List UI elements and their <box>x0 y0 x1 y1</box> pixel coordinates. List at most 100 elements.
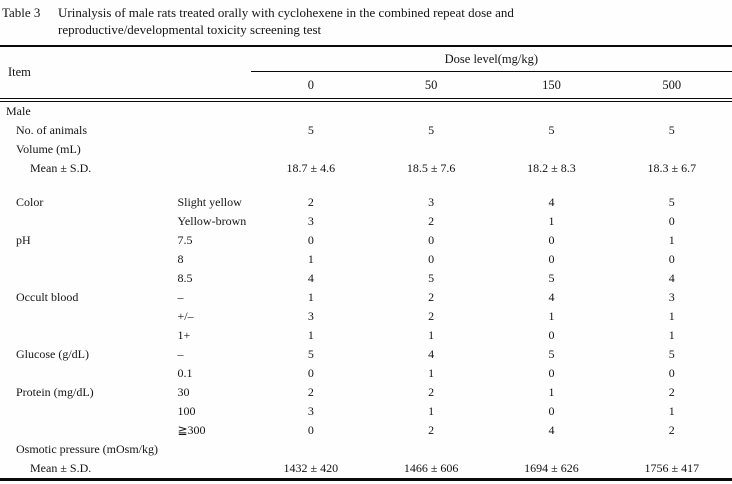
row-label: Mean ± S.D. <box>30 161 92 175</box>
cell-value: 4 <box>428 347 435 361</box>
table-row: Color Slight yellow 2 3 4 5 <box>0 193 732 212</box>
row-category: 7.5 <box>177 233 193 247</box>
cell-value: 0 <box>307 423 314 437</box>
row-category: 1+ <box>177 328 191 342</box>
spacer-row <box>0 178 732 193</box>
item-column-header: Item <box>0 46 251 102</box>
row-label: Occult blood <box>16 290 79 304</box>
cell-value: 2 <box>307 195 314 209</box>
cell-value <box>491 100 611 121</box>
row-label: Mean ± S.D. <box>30 461 92 475</box>
row-label <box>0 326 175 345</box>
row-category: +/– <box>177 309 194 323</box>
row-category: 30 <box>177 385 190 399</box>
table-number: Table 3 <box>2 5 41 20</box>
cell-value: 2 <box>668 423 675 437</box>
table-row: Volume (mL) <box>0 140 732 159</box>
table-row: 1+ 1 1 0 1 <box>0 326 732 345</box>
cell-value: 1 <box>668 233 675 247</box>
cell-value: 0 <box>548 252 555 266</box>
table-row: +/– 3 2 1 1 <box>0 307 732 326</box>
dose-col-0: 0 <box>250 71 371 102</box>
dose-col-500: 500 <box>611 71 732 102</box>
row-category: Slight yellow <box>177 195 242 209</box>
cell-value: 1 <box>548 214 555 228</box>
cell-value: 1 <box>548 309 555 323</box>
cell-value <box>251 140 371 159</box>
cell-value <box>251 440 371 459</box>
cell-value: 5 <box>668 347 675 361</box>
cell-value: 3 <box>307 404 314 418</box>
cell-value: 5 <box>428 123 435 137</box>
cell-value: 1694 ± 626 <box>524 461 579 475</box>
cell-value: 1 <box>548 385 555 399</box>
table-body: Male No. of animals 5 5 5 5 Volume (mL) Mean ± … <box>0 100 732 480</box>
table-row: ≧300 0 2 4 2 <box>0 421 732 440</box>
urinalysis-table: Item Dose level(mg/kg) 0 50 150 500 Male… <box>0 45 732 481</box>
row-label <box>0 364 175 383</box>
cell-value: 2 <box>307 385 314 399</box>
cell-value: 2 <box>428 423 435 437</box>
cell-value <box>612 100 732 121</box>
row-category <box>175 440 250 459</box>
row-category: – <box>177 347 184 361</box>
row-label <box>0 402 175 421</box>
table-header: Item Dose level(mg/kg) 0 50 150 500 <box>0 46 732 102</box>
cell-value: 4 <box>548 195 555 209</box>
table-row: pH 7.5 0 0 0 1 <box>0 231 732 250</box>
cell-value: 1 <box>307 328 314 342</box>
cell-value: 1432 ± 420 <box>283 461 339 475</box>
table-row: 0.1 0 1 0 0 <box>0 364 732 383</box>
cell-value <box>371 100 491 121</box>
row-category <box>175 100 250 121</box>
table-title: Urinalysis of male rats treated orally w… <box>58 4 732 38</box>
cell-value: 0 <box>668 214 675 228</box>
header-row-dose: Item Dose level(mg/kg) <box>0 46 732 102</box>
header-row-columns: 0 50 150 500 <box>0 71 732 102</box>
row-category <box>175 121 250 140</box>
cell-value: 18.3 ± 6.7 <box>647 161 697 175</box>
cell-value <box>491 440 611 459</box>
cell-value: 3 <box>668 290 675 304</box>
cell-value <box>371 440 491 459</box>
cell-value: 1 <box>668 404 675 418</box>
cell-value: 3 <box>307 214 314 228</box>
cell-value: 1 <box>428 404 435 418</box>
table-caption: Table 3 Urinalysis of male rats treated … <box>0 0 732 38</box>
row-label <box>0 307 175 326</box>
cell-value: 5 <box>548 347 555 361</box>
cell-value: 5 <box>668 195 675 209</box>
dose-col-50: 50 <box>370 71 492 102</box>
cell-value <box>612 440 732 459</box>
cell-value: 0 <box>307 233 314 247</box>
cell-value: 18.7 ± 4.6 <box>286 161 336 175</box>
row-label: pH <box>16 233 31 247</box>
cell-value: 4 <box>307 271 314 285</box>
cell-value: 1 <box>428 366 435 380</box>
cell-value: 0 <box>428 252 435 266</box>
table-row: Yellow-brown 3 2 1 0 <box>0 212 732 231</box>
cell-value: 18.2 ± 8.3 <box>527 161 576 175</box>
row-category: 0.1 <box>177 366 193 380</box>
table-row: Mean ± S.D. 1432 ± 420 1466 ± 606 1694 ± 62… <box>0 459 732 480</box>
cell-value: 1756 ± 417 <box>644 461 700 475</box>
table-row: No. of animals 5 5 5 5 <box>0 121 732 140</box>
cell-value: 0 <box>548 404 555 418</box>
table-row: Protein (mg/dL) 30 2 2 1 2 <box>0 383 732 402</box>
cell-value: 1 <box>307 290 314 304</box>
row-label: Color <box>16 195 44 209</box>
table-row: 8 1 0 0 0 <box>0 250 732 269</box>
cell-value: 4 <box>668 271 675 285</box>
row-label <box>0 269 175 288</box>
table-title-line1: Urinalysis of male rats treated orally w… <box>58 5 514 20</box>
table-row: Glucose (g/dL) – 5 4 5 5 <box>0 345 732 364</box>
table-row: Osmotic pressure (mOsm/kg) <box>0 440 732 459</box>
row-label <box>0 250 175 269</box>
row-label <box>0 421 175 440</box>
table-row: Male <box>0 100 732 121</box>
spacer-cell <box>0 178 732 193</box>
row-category: Yellow-brown <box>177 214 247 228</box>
cell-value <box>371 140 491 159</box>
cell-value: 3 <box>428 195 435 209</box>
